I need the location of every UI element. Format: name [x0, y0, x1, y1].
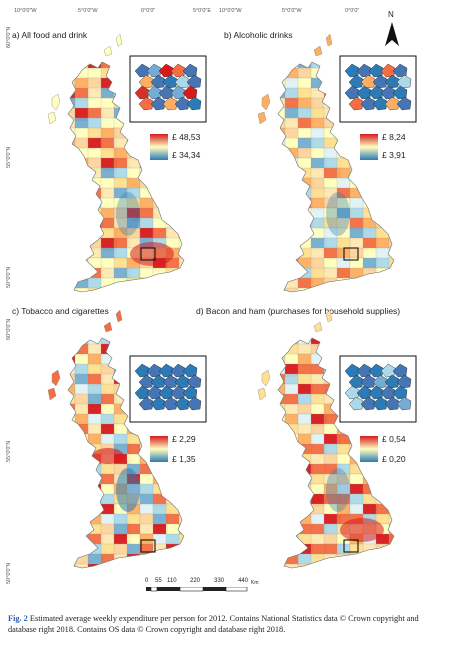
coord-label: 10°0'0"W — [14, 8, 37, 14]
uk-choropleth-map — [257, 33, 417, 293]
legend-low: £ 0,20 — [382, 454, 406, 464]
legend-high: £ 48,53 — [172, 132, 201, 142]
map-panel-b: b) Alcoholic drinks £ 8,24 £ 3,91 — [222, 28, 440, 318]
coord-label: 10°0'0"W — [219, 8, 242, 14]
map-panel-a: a) All food and drink £ 48,53 £ 34,34 — [12, 28, 230, 318]
scale-tick: 220 — [190, 578, 201, 584]
uk-choropleth-map — [257, 309, 417, 569]
scale-tick: 330 — [214, 578, 225, 584]
north-arrow-icon: N — [382, 10, 402, 46]
uk-choropleth-map — [47, 309, 207, 569]
scale-tick: 440 — [238, 578, 249, 584]
scale-tick: 0 — [145, 578, 149, 584]
legend-high: £ 2,29 — [172, 434, 196, 444]
panel-title: c) Tobacco and cigarettes — [12, 306, 109, 316]
north-label: N — [388, 10, 394, 19]
figure-number: Fig. 2 — [8, 614, 28, 623]
coord-label: 5°0'0"W — [78, 8, 98, 14]
uk-choropleth-map — [47, 33, 207, 293]
legend-high: £ 0,54 — [382, 434, 406, 444]
coord-label: 5°0'0"W — [282, 8, 302, 14]
legend-low: £ 3,91 — [382, 150, 406, 160]
coord-label: 5°0'0"E — [193, 8, 212, 14]
figure-caption: Fig. 2 Estimated average weekly expendit… — [8, 613, 448, 635]
panel-title: d) Bacon and ham (purchases for househol… — [196, 306, 401, 316]
legend-low: £ 34,34 — [172, 150, 201, 160]
coord-label: 0°0'0" — [141, 8, 156, 14]
legend-high: £ 8,24 — [382, 132, 406, 142]
legend-low: £ 1,35 — [172, 454, 196, 464]
scale-bar: 0 55 110 220 330 440 Km — [145, 578, 265, 598]
coord-label: 0°0'0" — [345, 8, 360, 14]
scale-tick: 55 — [155, 578, 162, 584]
panel-title: a) All food and drink — [12, 30, 88, 40]
map-panel-c: c) Tobacco and cigarettes £ 2,29 £ 1,35 — [12, 304, 230, 594]
panel-title: b) Alcoholic drinks — [224, 30, 293, 40]
scale-unit: Km — [251, 580, 259, 586]
caption-text: Estimated average weekly expenditure per… — [8, 614, 419, 634]
map-panel-d: d) Bacon and ham (purchases for househol… — [196, 304, 440, 594]
scale-tick: 110 — [167, 578, 177, 584]
